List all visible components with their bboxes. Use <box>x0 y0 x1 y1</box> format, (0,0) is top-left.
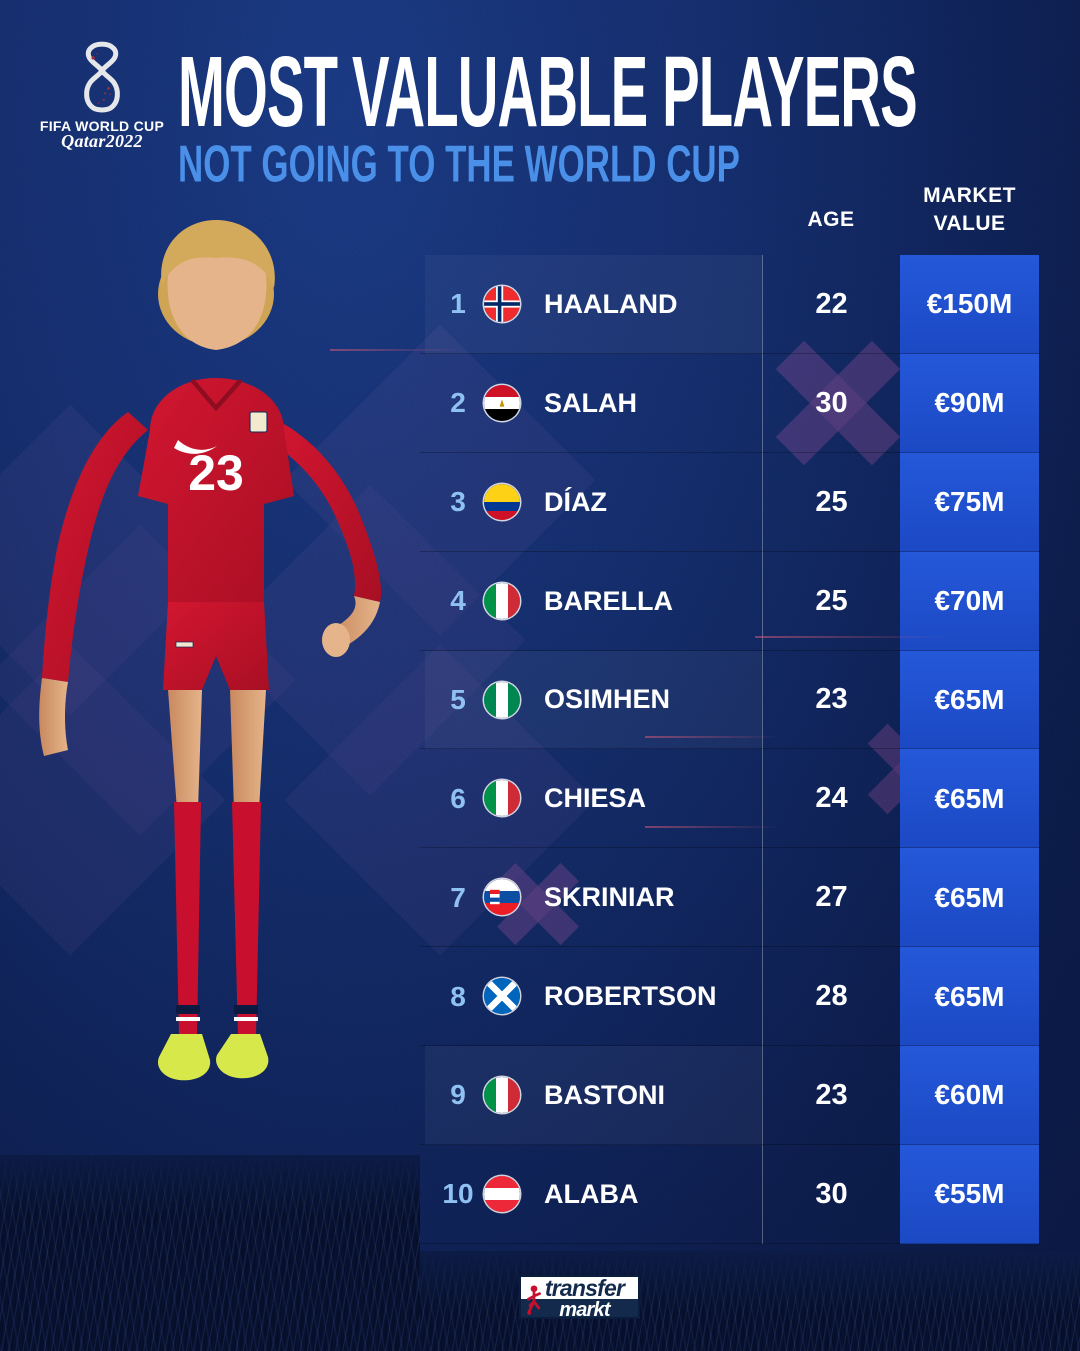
svg-text:23: 23 <box>188 445 244 501</box>
